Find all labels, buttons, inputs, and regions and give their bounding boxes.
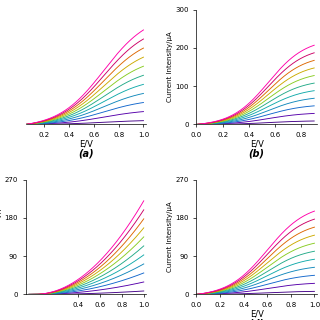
- Text: (d): (d): [249, 318, 265, 320]
- Text: (a): (a): [78, 148, 93, 159]
- X-axis label: E/V: E/V: [79, 140, 93, 148]
- X-axis label: E/V: E/V: [250, 140, 264, 148]
- Text: (b): (b): [249, 148, 265, 159]
- Y-axis label: Current Intensity/μA: Current Intensity/μA: [166, 32, 172, 102]
- Y-axis label: Current Intensity/μA: Current Intensity/μA: [166, 202, 172, 272]
- X-axis label: E/V: E/V: [250, 309, 264, 318]
- Y-axis label: Current Intensity/μA: Current Intensity/μA: [0, 202, 2, 272]
